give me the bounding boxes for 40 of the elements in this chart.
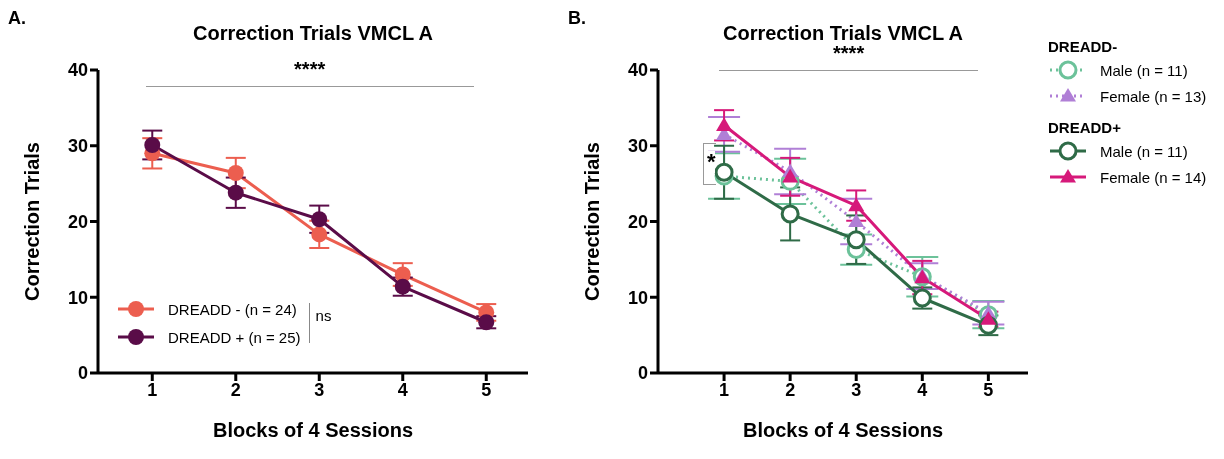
y-tick-label: 10 bbox=[627, 287, 648, 308]
y-tick-label: 10 bbox=[67, 287, 88, 308]
y-tick-label: 0 bbox=[77, 363, 88, 384]
x-tick-label: 2 bbox=[785, 379, 796, 400]
x-axis-title: Blocks of 4 Sessions bbox=[742, 419, 944, 441]
y-tick-label: 30 bbox=[627, 136, 648, 157]
annotation: **** bbox=[293, 58, 327, 81]
x-axis-title: Blocks of 4 Sessions bbox=[212, 419, 414, 441]
annotation: * bbox=[706, 149, 716, 174]
x-tick-label: 5 bbox=[481, 379, 492, 400]
x-tick-label: 3 bbox=[851, 379, 862, 400]
x-tick-label: 3 bbox=[314, 379, 325, 400]
x-tick-label: 4 bbox=[917, 379, 928, 400]
y-tick-label: 40 bbox=[67, 60, 88, 81]
y-tick-label: 20 bbox=[67, 211, 88, 232]
text: **** bbox=[832, 42, 866, 65]
chart-title: Correction Trials VMCL A bbox=[191, 22, 435, 45]
x-tick-label: 5 bbox=[983, 379, 994, 400]
x-tick-label: 4 bbox=[397, 379, 408, 400]
annotation: ns bbox=[315, 306, 332, 324]
chart-title: Correction Trials VMCL A bbox=[721, 22, 965, 45]
y-axis-title: Correction Trials bbox=[581, 142, 604, 301]
legend-label: Female (n = 13) bbox=[1100, 87, 1207, 105]
text: DREADD+ bbox=[1048, 119, 1122, 136]
y-axis-title: Correction Trials bbox=[21, 142, 44, 301]
legend-label: Female (n = 14) bbox=[1100, 168, 1207, 186]
y-tick-label: 40 bbox=[627, 60, 648, 81]
legend-label: DREADD + (n = 25) bbox=[168, 328, 301, 346]
legend-label: DREADD - (n = 24) bbox=[168, 300, 297, 318]
text: A. bbox=[8, 8, 26, 29]
y-tick-label: 0 bbox=[637, 363, 648, 384]
text: B. bbox=[568, 8, 586, 29]
legend-label: Male (n = 11) bbox=[1100, 142, 1188, 160]
y-tick-label: 20 bbox=[627, 211, 648, 232]
y-tick-label: 30 bbox=[67, 136, 88, 157]
x-tick-label: 1 bbox=[147, 379, 158, 400]
x-tick-label: 2 bbox=[230, 379, 241, 400]
text: DREADD- bbox=[1048, 38, 1119, 55]
x-tick-label: 1 bbox=[719, 379, 730, 400]
legend-label: Male (n = 11) bbox=[1100, 61, 1188, 79]
